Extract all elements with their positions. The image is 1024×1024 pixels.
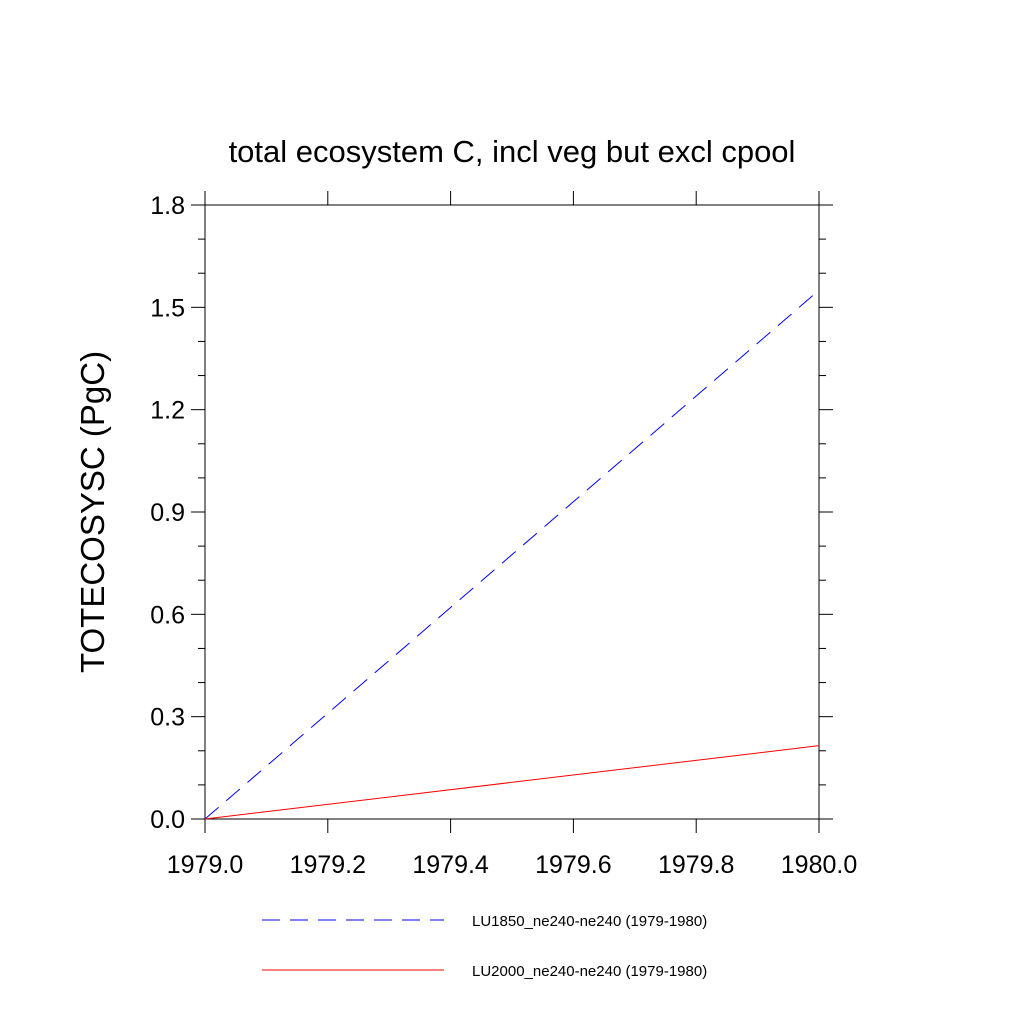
ticks-layer: 0.0 0.3 0.6 0.9 1.2 1.5 1.8 1979.0 1979.2 1979.4 1… (150, 191, 857, 879)
legend: LU1850_ne240-ne240 (1979-1980) LU2000_ne2… (262, 913, 707, 980)
series-line-1 (204, 289, 820, 820)
legend-label-1: LU1850_ne240-ne240 (1979-1980) (472, 913, 707, 930)
x-tick-label: 1979.2 (290, 851, 366, 879)
plot-frame (204, 204, 820, 820)
y-tick-label: 1.2 (150, 397, 185, 425)
y-tick-label: 1.5 (150, 294, 185, 322)
x-tick-label: 1980.0 (781, 851, 857, 879)
series-line-2 (204, 745, 820, 820)
y-tick-label: 0.3 (150, 704, 185, 732)
plot-area (204, 204, 820, 820)
y-tick-label: 1.8 (150, 192, 185, 220)
y-axis-label: TOTECOSYSC (PgC) (74, 351, 111, 673)
chart-title: total ecosystem C, incl veg but excl cpo… (229, 134, 796, 169)
y-tick-label: 0.9 (150, 499, 185, 527)
legend-label-2: LU2000_ne240-ne240 (1979-1980) (472, 963, 707, 980)
x-tick-label: 1979.4 (412, 851, 489, 879)
x-tick-label: 1979.6 (535, 851, 611, 879)
y-tick-label: 0.0 (150, 806, 185, 834)
x-tick-label: 1979.8 (658, 851, 734, 879)
x-tick-label: 1979.0 (167, 851, 243, 879)
y-tick-label: 0.6 (150, 601, 185, 629)
